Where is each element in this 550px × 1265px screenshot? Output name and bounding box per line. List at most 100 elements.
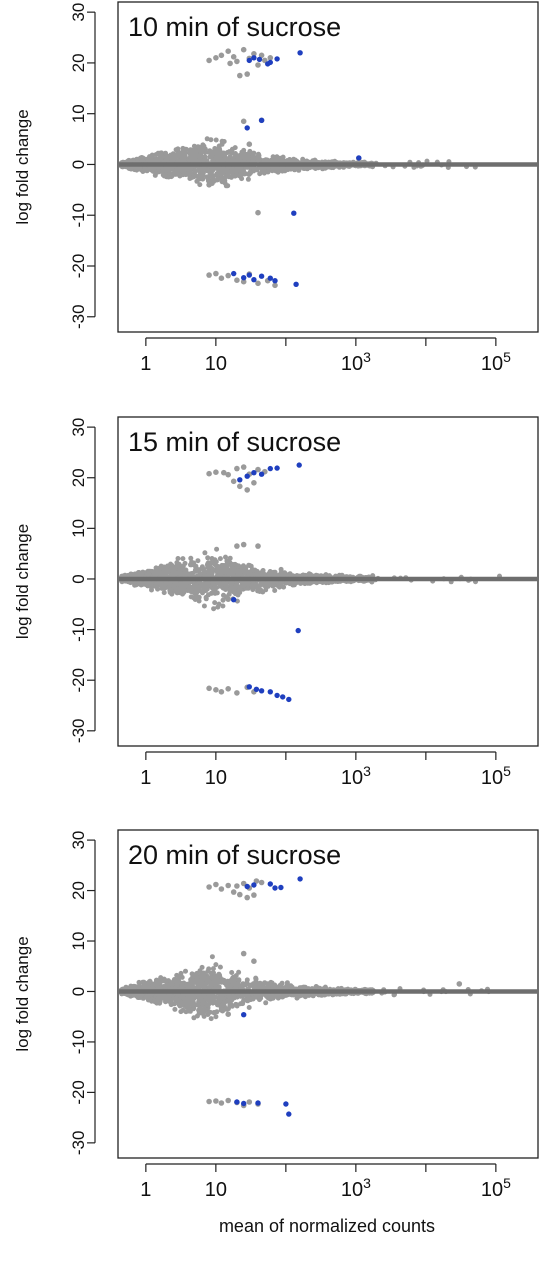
- background-point: [217, 583, 223, 589]
- significant-data-point: [251, 55, 257, 61]
- background-point: [180, 1007, 186, 1013]
- background-point: [165, 568, 171, 574]
- panel-title: 10 min of sucrose: [128, 12, 341, 42]
- significant-data-point: [251, 470, 257, 476]
- background-point: [234, 562, 240, 568]
- background-point: [224, 568, 230, 574]
- significant-data-point: [258, 688, 265, 694]
- background-point: [267, 995, 273, 1001]
- significant-data-point: [267, 59, 273, 66]
- points-layer: [118, 462, 538, 703]
- background-point: [187, 176, 193, 181]
- gray-data-point: [251, 480, 257, 486]
- significant-data-point: [274, 56, 280, 62]
- x-tick-label: 1: [140, 767, 151, 789]
- gray-data-point: [206, 470, 212, 477]
- background-point: [179, 149, 185, 155]
- background-point: [213, 137, 219, 143]
- significant-data-point: [258, 471, 265, 477]
- background-point: [236, 969, 242, 975]
- background-point: [197, 182, 203, 188]
- significant-data-point: [246, 57, 252, 64]
- significant-data-point: [246, 684, 252, 690]
- background-point: [205, 555, 211, 561]
- significant-data-point: [251, 277, 257, 283]
- gray-data-point: [234, 277, 240, 284]
- y-tick-label: -10: [69, 203, 88, 228]
- background-point: [193, 173, 199, 179]
- background-point: [204, 580, 210, 586]
- background-point: [192, 567, 198, 573]
- gray-data-point: [246, 141, 253, 147]
- background-point: [217, 964, 223, 970]
- background-point: [292, 166, 298, 172]
- background-point: [173, 147, 179, 153]
- points-layer: [118, 46, 538, 289]
- x-tick-label: 105: [481, 763, 511, 789]
- background-point: [278, 566, 284, 572]
- background-point: [194, 974, 200, 980]
- significant-data-point: [237, 477, 243, 483]
- significant-data-point: [258, 117, 265, 124]
- y-tick-label: -10: [69, 617, 88, 642]
- gray-data-point: [213, 55, 219, 61]
- x-tick-label: 103: [341, 349, 371, 375]
- plot-frame: [117, 1, 539, 333]
- background-point: [210, 175, 216, 181]
- background-point: [237, 585, 243, 591]
- significant-data-point: [274, 465, 280, 471]
- background-point: [202, 156, 208, 162]
- background-point: [192, 154, 198, 160]
- background-point: [175, 556, 181, 561]
- background-point: [270, 583, 276, 589]
- significant-data-point: [267, 275, 273, 281]
- background-point: [267, 569, 273, 574]
- background-point: [191, 143, 197, 149]
- background-point: [161, 590, 167, 596]
- background-point: [220, 603, 226, 609]
- significant-data-point: [246, 272, 252, 278]
- background-point: [153, 565, 159, 571]
- gray-data-point: [225, 596, 231, 602]
- background-point: [313, 572, 319, 578]
- background-point: [256, 151, 261, 157]
- background-point: [291, 157, 297, 163]
- background-point: [220, 158, 226, 164]
- gray-data-point: [213, 469, 219, 476]
- gray-data-point: [255, 156, 261, 163]
- background-point: [229, 565, 235, 571]
- background-point: [184, 1004, 190, 1010]
- background-point: [313, 166, 318, 171]
- background-point: [241, 168, 246, 174]
- gray-data-point: [244, 71, 250, 77]
- background-point: [238, 172, 244, 178]
- background-point: [197, 571, 203, 577]
- gray-data-point: [218, 689, 225, 695]
- y-tick-label: -30: [69, 304, 88, 329]
- significant-points: [231, 50, 362, 287]
- background-point: [272, 569, 278, 575]
- background-point: [167, 590, 173, 595]
- background-point: [209, 556, 215, 561]
- significant-data-point: [258, 273, 265, 279]
- y-tick-label: 20: [69, 468, 88, 487]
- background-point: [236, 167, 242, 173]
- gray-data-point: [230, 478, 237, 485]
- background-point: [181, 571, 187, 577]
- background-point: [172, 1006, 178, 1012]
- significant-data-point: [244, 473, 250, 479]
- gray-data-point: [206, 182, 212, 188]
- background-point: [258, 995, 264, 1001]
- significant-data-point: [256, 56, 263, 63]
- background-point: [244, 977, 250, 983]
- y-tick-label: 0: [69, 574, 88, 583]
- y-tick-label: 0: [69, 160, 88, 169]
- background-point: [230, 562, 236, 568]
- background-point: [230, 158, 236, 164]
- significant-data-point: [296, 462, 302, 468]
- background-point: [267, 572, 273, 578]
- significant-data-point: [253, 686, 260, 692]
- gray-data-point: [255, 543, 261, 549]
- background-point: [237, 568, 243, 574]
